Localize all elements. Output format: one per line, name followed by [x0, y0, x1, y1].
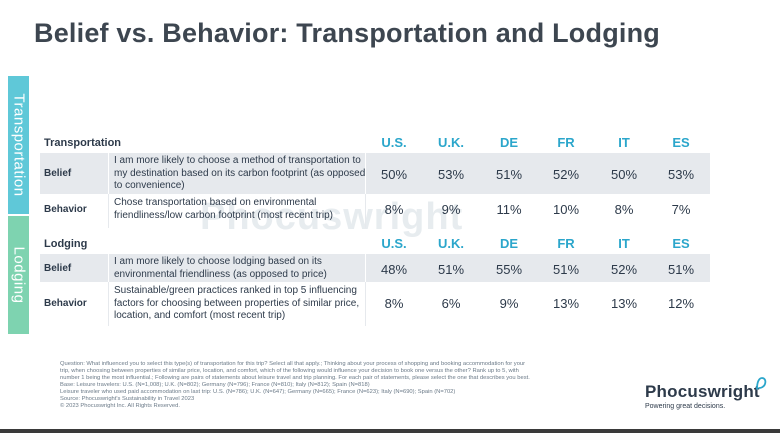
col-head-de: DE: [499, 236, 519, 251]
row-label: Behavior: [44, 204, 87, 215]
row-statement: I am more likely to choose a method of t…: [114, 155, 366, 191]
value-cell: 6%: [441, 296, 461, 311]
col-head-fr: FR: [557, 135, 575, 150]
value-cell: 51%: [437, 262, 465, 277]
watermark: Phocuswright: [200, 196, 464, 238]
value-cell: 8%: [384, 296, 404, 311]
row-statement: I am more likely to choose lodging based…: [114, 256, 327, 280]
col-head-us: U.S.: [381, 135, 407, 150]
table-row-lodging-behavior: Behavior Sustainable/green practices ran…: [40, 282, 710, 326]
divider: [365, 282, 366, 326]
footnote-line: trip, when choosing between properties o…: [60, 368, 519, 374]
page-title: Belief vs. Behavior: Transportation and …: [34, 18, 660, 48]
footnote-line: Leisure traveler who used paid accommoda…: [60, 389, 456, 395]
col-head-uk: U.K.: [438, 135, 464, 150]
col-head-de: DE: [499, 135, 519, 150]
footnote-line: number 1 being the most influential.; Fo…: [60, 375, 530, 381]
logo-mark-icon: [756, 377, 767, 390]
footnote-line: Question: What influenced you to select …: [60, 361, 526, 367]
table-row-transport-belief: Belief I am more likely to choose a meth…: [40, 153, 710, 194]
col-head-us: U.S.: [381, 236, 407, 251]
col-head-fr: FR: [557, 236, 575, 251]
footnote: Question: What influenced you to select …: [60, 361, 605, 410]
logo: Phocuswright Powering great decisions.: [645, 382, 760, 410]
value-cell: 52%: [610, 262, 638, 277]
row-label: Belief: [44, 263, 72, 274]
divider: [365, 153, 366, 194]
value-cell: 51%: [495, 167, 523, 182]
col-head-it: IT: [618, 135, 630, 150]
footnote-line: Source: Phocuswright's Sustainability in…: [60, 396, 195, 402]
section-heading-lodging: Lodging: [44, 238, 88, 250]
row-statement: Sustainable/green practices ranked in to…: [114, 285, 360, 321]
value-cell: 53%: [667, 167, 695, 182]
value-cell: 13%: [610, 296, 638, 311]
side-tab-lodging: Lodging: [8, 216, 29, 334]
value-cell: 9%: [499, 296, 519, 311]
table-row-lodging-belief: Belief I am more likely to choose lodgin…: [40, 254, 710, 282]
value-cell: 48%: [380, 262, 408, 277]
divider: [108, 254, 109, 282]
value-cell: 8%: [384, 202, 404, 217]
logo-tagline: Powering great decisions.: [645, 403, 726, 410]
value-cell: 7%: [671, 202, 691, 217]
value-cell: 13%: [552, 296, 580, 311]
divider: [108, 282, 109, 326]
row-label: Belief: [44, 168, 72, 179]
divider: [108, 194, 109, 228]
divider: [365, 194, 366, 228]
value-cell: 50%: [380, 167, 408, 182]
col-head-it: IT: [618, 236, 630, 251]
value-cell: 51%: [552, 262, 580, 277]
side-tab-transportation: Transportation: [8, 76, 29, 214]
row-statement: Chose transportation based on environmen…: [114, 197, 333, 221]
table-row-transport-behavior: Behavior Chose transportation based on e…: [40, 194, 710, 228]
value-cell: 55%: [495, 262, 523, 277]
value-cell: 52%: [552, 167, 580, 182]
side-tab-transportation-label: Transportation: [10, 93, 27, 197]
value-cell: 9%: [441, 202, 461, 217]
col-head-es: ES: [672, 135, 690, 150]
value-cell: 12%: [667, 296, 695, 311]
divider: [108, 153, 109, 194]
footnote-line: © 2023 Phocuswright Inc. All Rights Rese…: [60, 403, 180, 409]
value-cell: 50%: [610, 167, 638, 182]
value-cell: 51%: [667, 262, 695, 277]
value-cell: 11%: [496, 202, 522, 217]
bottom-bar: [0, 429, 780, 433]
footnote-line: Base: Leisure travelers: U.S. (N=1,008);…: [60, 382, 370, 388]
col-head-es: ES: [672, 236, 690, 251]
divider: [365, 254, 366, 282]
value-cell: 8%: [614, 202, 634, 217]
value-cell: 10%: [552, 202, 580, 217]
side-tab-lodging-label: Lodging: [10, 246, 27, 304]
section-heading-transportation: Transportation: [44, 137, 122, 149]
logo-name: Phocuswright: [645, 382, 760, 401]
col-head-uk: U.K.: [438, 236, 464, 251]
value-cell: 53%: [437, 167, 465, 182]
row-label: Behavior: [44, 298, 87, 309]
